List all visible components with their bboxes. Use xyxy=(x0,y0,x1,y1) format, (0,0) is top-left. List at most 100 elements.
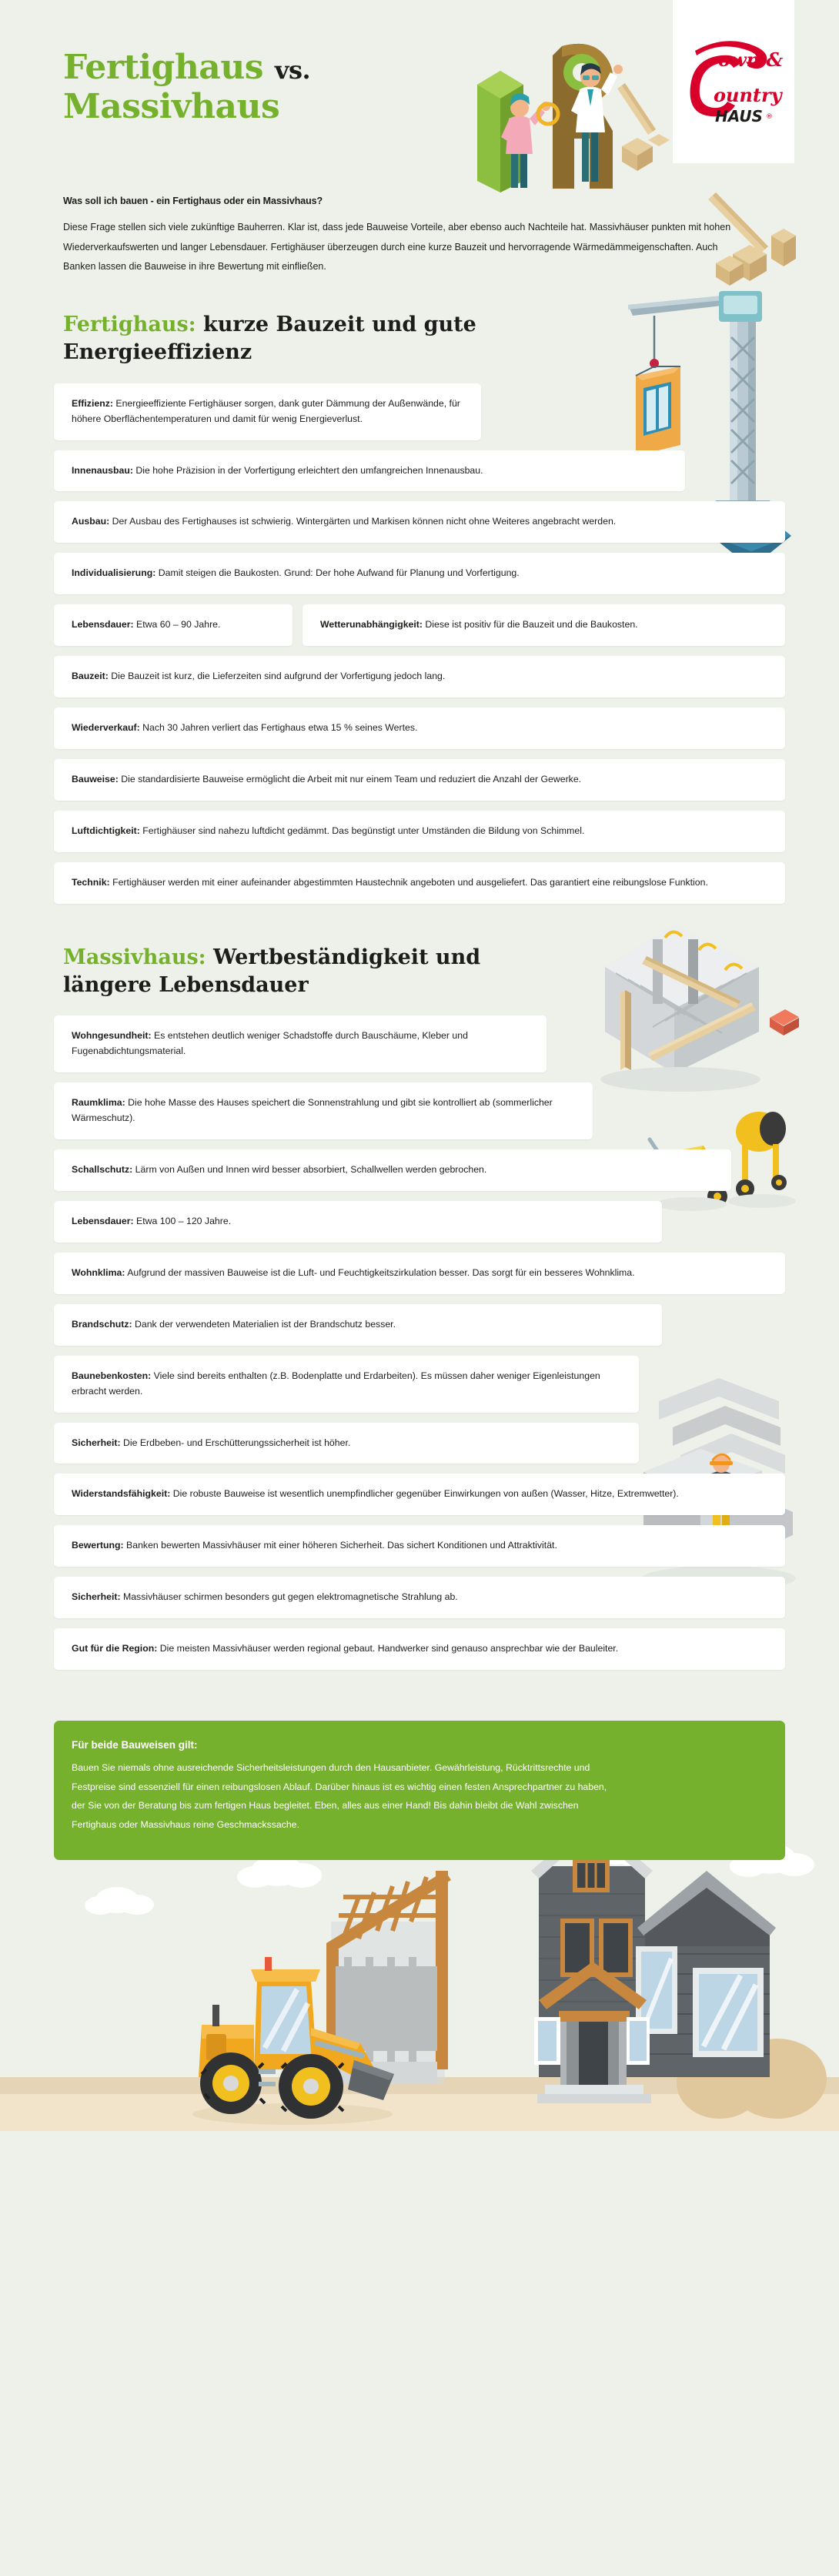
card-text: Es entstehen deutlich weniger Schadstoff… xyxy=(72,1030,468,1057)
card-bewertung: Bewertung: Banken bewerten Massivhäuser … xyxy=(54,1525,785,1567)
massivhaus-card-list: Wohngesundheit: Es entstehen deutlich we… xyxy=(0,1015,839,1671)
card-text: Die meisten Massivhäuser werden regional… xyxy=(157,1643,619,1654)
logo-word-haus: HAUS xyxy=(715,107,763,125)
town-country-logo: own & ountry HAUS ® xyxy=(683,31,784,132)
card-wiederverkauf: Wiederverkauf: Nach 30 Jahren verliert d… xyxy=(54,708,785,749)
card-text: Der Ausbau des Fertighauses ist schwieri… xyxy=(109,516,617,527)
card-text: Die robuste Bauweise ist wesentlich unem… xyxy=(170,1488,679,1500)
card-label: Gut für die Region: xyxy=(72,1643,158,1654)
card-label: Wohnklima: xyxy=(72,1266,125,1278)
brand-logo-panel: own & ountry HAUS ® xyxy=(673,0,794,163)
card-text: Fertighäuser werden mit einer aufeinande… xyxy=(109,876,708,888)
header: Fertighaus vs. Massivhaus xyxy=(0,0,839,192)
card-label: Raumklima: xyxy=(72,1097,125,1109)
card-label: Widerstandsfähigkeit: xyxy=(72,1488,171,1500)
title-word-massivhaus: Massivhaus xyxy=(63,87,280,127)
logo-word-town: own & xyxy=(718,49,783,71)
card-effizienz: Effizienz: Energieeffiziente Fertighäuse… xyxy=(54,383,481,440)
card-bauzeit: Bauzeit: Die Bauzeit ist kurz, die Liefe… xyxy=(54,656,785,698)
logo-registered-mark: ® xyxy=(766,113,773,121)
card-label: Brandschutz: xyxy=(72,1318,132,1330)
card-text: Etwa 100 – 120 Jahre. xyxy=(133,1216,232,1226)
card-label: Ausbau: xyxy=(72,516,110,527)
card-label: Wetterunabhängigkeit: xyxy=(320,619,423,631)
section-massivhaus-heading: Massivhaus: Wertbeständigkeit und länger… xyxy=(0,944,539,999)
card-label: Wohngesundheit: xyxy=(72,1030,152,1042)
card-sicherheit-strahlung: Sicherheit: Massivhäuser schirmen besond… xyxy=(54,1577,785,1619)
card-text: Banken bewerten Massivhäuser mit einer h… xyxy=(123,1540,557,1551)
footer-paragraph: Bauen Sie niemals ohne ausreichende Sich… xyxy=(72,1762,607,1830)
card-individualisierung: Individualisierung: Damit steigen die Ba… xyxy=(54,553,785,595)
card-baunebenkosten: Baunebenkosten: Viele sind bereits entha… xyxy=(54,1355,639,1413)
title-word-fertighaus: Fertighaus xyxy=(63,48,264,87)
card-text: Nach 30 Jahren verliert das Fertighaus e… xyxy=(139,722,418,734)
fertighaus-card-list: Effizienz: Energieeffiziente Fertighäuse… xyxy=(0,383,839,904)
card-label: Technik: xyxy=(72,876,110,888)
card-gut-fuer-die-region: Gut für die Region: Die meisten Massivhä… xyxy=(54,1628,785,1671)
page-title: Fertighaus vs. Massivhaus xyxy=(63,48,463,127)
card-brandschutz: Brandschutz: Dank der verwendeten Materi… xyxy=(54,1303,662,1346)
card-wohnklima: Wohnklima: Aufgrund der massiven Bauweis… xyxy=(54,1252,785,1294)
card-text: Dank der verwendeten Materialien ist der… xyxy=(132,1318,396,1330)
card-text: Damit steigen die Baukosten. Grund: Der … xyxy=(155,567,520,579)
card-text: Etwa 60 – 90 Jahre. xyxy=(133,619,221,631)
section-massivhaus-heading-accent: Massivhaus: xyxy=(63,945,206,969)
card-text: Die hohe Masse des Hauses speichert die … xyxy=(72,1097,553,1124)
footer-heading: Für beide Bauweisen gilt: xyxy=(72,1739,198,1751)
card-wohngesundheit: Wohngesundheit: Es entstehen deutlich we… xyxy=(54,1015,547,1073)
intro-heading: Was soll ich bauen - ein Fertighaus oder… xyxy=(63,196,323,206)
card-wetterunabhaengigkeit: Wetterunabhängigkeit: Diese ist positiv … xyxy=(303,604,785,647)
card-text: Die Erdbeben- und Erschütterungssicherhe… xyxy=(120,1437,351,1448)
card-text: Viele sind bereits enthalten (z.B. Boden… xyxy=(72,1370,600,1397)
card-lebensdauer-fertighaus: Lebensdauer: Etwa 60 – 90 Jahre. xyxy=(54,604,292,647)
card-widerstandsfaehigkeit: Widerstandsfähigkeit: Die robuste Bauwei… xyxy=(54,1474,785,1516)
bottom-scene-illustration xyxy=(0,1818,839,2132)
card-text: Energieeffiziente Fertighäuser sorgen, d… xyxy=(72,397,460,424)
title-line-2: Massivhaus xyxy=(63,87,463,126)
header-illustration xyxy=(431,15,670,192)
card-text: Aufgrund der massiven Bauweise ist die L… xyxy=(125,1266,635,1278)
intro-illustration-wood-blocks xyxy=(617,180,802,296)
card-text: Die hohe Präzision in der Vorfertigung e… xyxy=(132,464,483,476)
card-text: Massivhäuser schirmen besonders gut gege… xyxy=(120,1591,458,1603)
card-text: Die Bauzeit ist kurz, die Lieferzeiten s… xyxy=(108,671,446,682)
card-ausbau: Ausbau: Der Ausbau des Fertighauses ist … xyxy=(54,501,785,544)
card-label: Wiederverkauf: xyxy=(72,722,140,734)
title-line-1: Fertighaus vs. xyxy=(63,48,463,87)
intro-paragraph: Diese Frage stellen sich viele zukünftig… xyxy=(63,222,731,273)
card-lebensdauer-massivhaus: Lebensdauer: Etwa 100 – 120 Jahre. xyxy=(54,1201,662,1243)
logo-word-country: ountry xyxy=(714,84,784,106)
card-label: Schallschutz: xyxy=(72,1164,133,1176)
card-label: Sicherheit: xyxy=(72,1591,121,1603)
card-label: Bewertung: xyxy=(72,1540,124,1551)
card-label: Bauzeit: xyxy=(72,671,109,682)
section-massivhaus: Massivhaus: Wertbeständigkeit und länger… xyxy=(0,925,839,1671)
card-raumklima: Raumklima: Die hohe Masse des Hauses spe… xyxy=(54,1082,593,1140)
section-fertighaus-heading-rest: kurze Bauzeit und gute Energieeffizienz xyxy=(63,312,476,364)
card-label: Sicherheit: xyxy=(72,1437,121,1448)
card-label: Innenausbau: xyxy=(72,464,133,476)
card-sicherheit-erdbeben: Sicherheit: Die Erdbeben- und Erschütter… xyxy=(54,1422,639,1464)
card-schallschutz: Schallschutz: Lärm von Außen und Innen w… xyxy=(54,1149,731,1191)
card-label: Lebensdauer: xyxy=(72,1216,134,1226)
title-word-vs: vs. xyxy=(274,55,311,85)
section-massivhaus-heading-rest: Wertbeständigkeit und längere Lebensdaue… xyxy=(63,945,481,997)
card-label: Effizienz: xyxy=(72,397,113,409)
intro-block: Was soll ich bauen - ein Fertighaus oder… xyxy=(0,191,839,286)
card-label: Lebensdauer: xyxy=(72,619,134,631)
card-label: Bauweise: xyxy=(72,773,119,785)
card-innenausbau: Innenausbau: Die hohe Präzision in der V… xyxy=(54,450,685,492)
section-fertighaus: Fertighaus: kurze Bauzeit und gute Energ… xyxy=(0,290,839,904)
card-text: Die standardisierte Bauweise ermöglicht … xyxy=(118,773,582,785)
footer-callout: Für beide Bauweisen gilt: Bauen Sie niem… xyxy=(54,1721,785,1861)
section-fertighaus-heading: Fertighaus: kurze Bauzeit und gute Energ… xyxy=(0,311,539,366)
card-technik: Technik: Fertighäuser werden mit einer a… xyxy=(54,861,785,904)
card-label: Individualisierung: xyxy=(72,567,156,579)
card-label: Luftdichtigkeit: xyxy=(72,825,140,836)
card-text: Lärm von Außen und Innen wird besser abs… xyxy=(132,1164,487,1176)
card-text: Fertighäuser sind nahezu luftdicht gedäm… xyxy=(139,825,585,836)
card-bauweise: Bauweise: Die standardisierte Bauweise e… xyxy=(54,758,785,801)
section-fertighaus-heading-accent: Fertighaus: xyxy=(63,312,196,336)
card-label: Baunebenkosten: xyxy=(72,1370,152,1381)
